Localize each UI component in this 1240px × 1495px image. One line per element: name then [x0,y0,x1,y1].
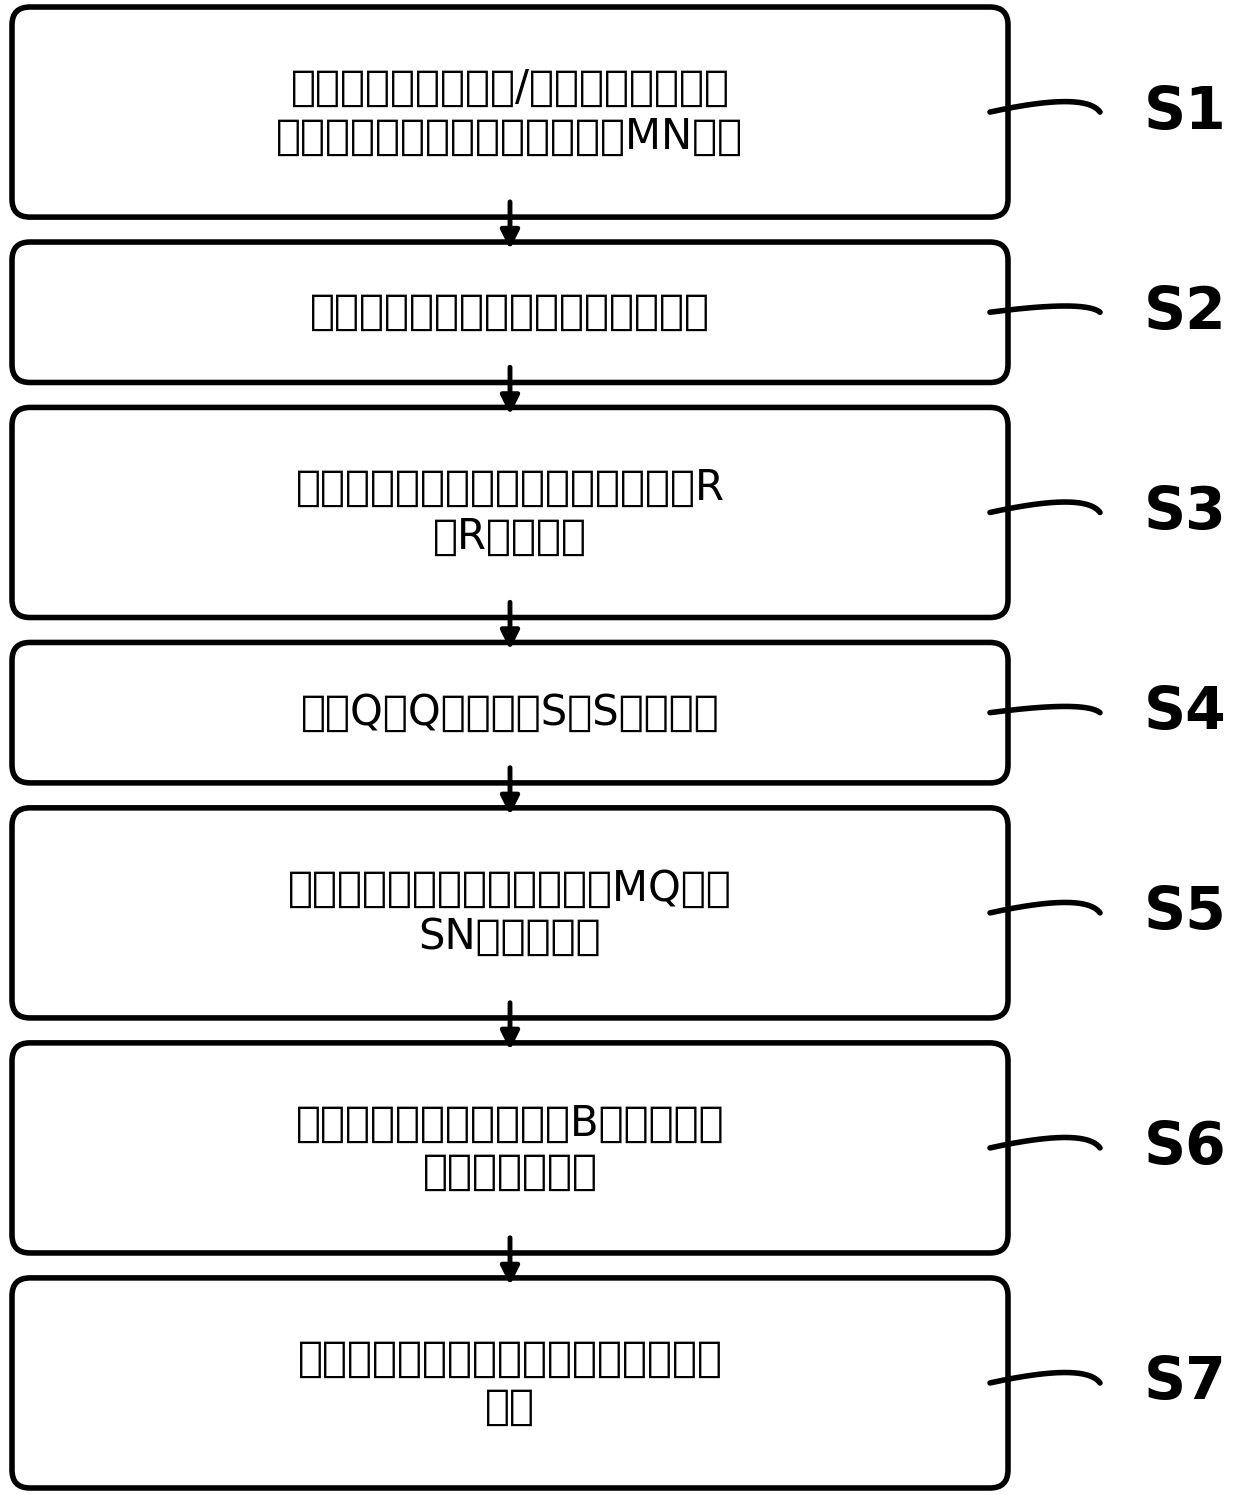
Text: S2: S2 [1143,284,1226,341]
Text: 标注各控制点为可编辑点，并增加鼠标: 标注各控制点为可编辑点，并增加鼠标 [298,1338,723,1380]
Text: 采用斜率变化率法和电压极大値确定R: 采用斜率变化率法和电压极大値确定R [295,466,724,510]
Text: S1: S1 [1143,84,1226,141]
FancyBboxPatch shape [12,408,1008,617]
FancyBboxPatch shape [12,7,1008,217]
Text: S5: S5 [1143,885,1226,942]
Text: S7: S7 [1143,1354,1226,1411]
Text: 采用低通滤波法处理心电波形数据；: 采用低通滤波法处理心电波形数据； [310,292,711,333]
FancyBboxPatch shape [12,242,1008,383]
Text: 合重建心电波形: 合重建心电波形 [423,1151,598,1193]
Text: S3: S3 [1143,484,1226,541]
Text: 确定Q波Q点位置和S波S点位置；: 确定Q波Q点位置和S波S点位置； [300,692,719,734]
FancyBboxPatch shape [12,807,1008,1018]
Text: 采用线性插値方法和二次B样条方法拟: 采用线性插値方法和二次B样条方法拟 [295,1102,724,1145]
FancyBboxPatch shape [12,1044,1008,1253]
Text: 并提取其心电波形数据，定义为MN段；: 并提取其心电波形数据，定义为MN段； [277,115,744,157]
Text: 读取一个周期的纸质/电子心电波形图，: 读取一个周期的纸质/电子心电波形图， [290,67,729,109]
Text: 事件: 事件 [485,1386,534,1428]
Text: 采用斜率活动阈値法分别提取MQ段和: 采用斜率活动阈値法分别提取MQ段和 [288,867,732,909]
Text: 波R点位置；: 波R点位置； [433,516,587,558]
Text: SN段控制点；: SN段控制点； [419,916,601,958]
Text: S4: S4 [1143,685,1226,742]
FancyBboxPatch shape [12,643,1008,783]
FancyBboxPatch shape [12,1278,1008,1488]
Text: S6: S6 [1143,1120,1226,1177]
